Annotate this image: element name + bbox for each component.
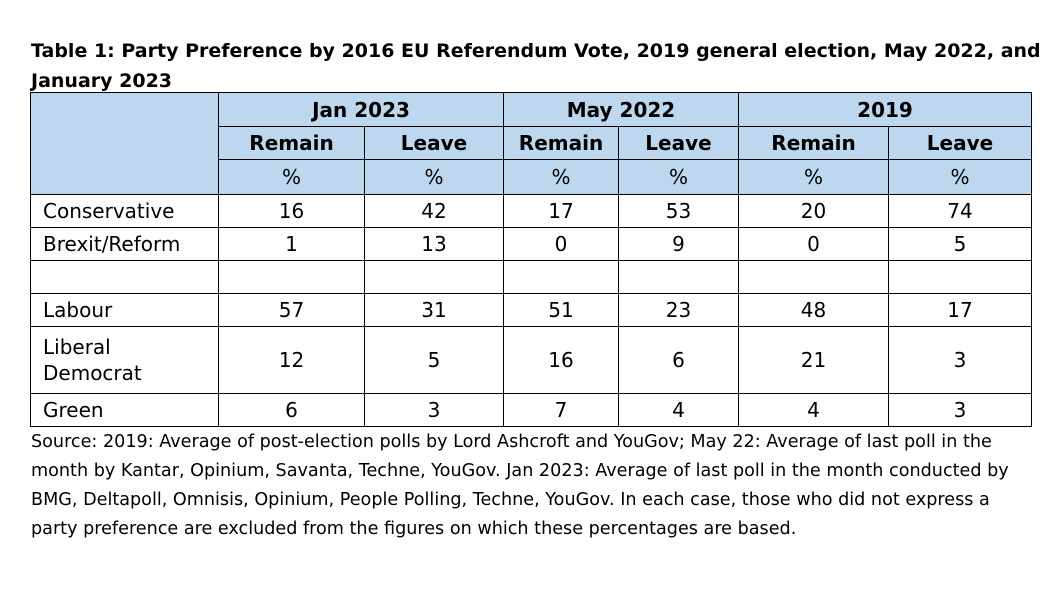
vote-header: Leave — [618, 126, 739, 160]
value-cell: 4 — [618, 393, 739, 427]
value-cell: 74 — [888, 194, 1032, 228]
party-label: Green — [30, 393, 219, 427]
blank-cell — [364, 260, 504, 294]
table-row: Liberal Democrat 12 5 16 6 21 3 — [30, 326, 1032, 394]
value-cell: 3 — [364, 393, 504, 427]
party-label: Labour — [30, 293, 219, 327]
value-cell: 16 — [218, 194, 365, 228]
period-header: 2019 — [738, 92, 1032, 127]
vote-header: Remain — [218, 126, 365, 160]
value-cell: 1 — [218, 227, 365, 261]
unit-header: % — [218, 159, 365, 195]
value-cell: 20 — [738, 194, 889, 228]
table-title: Table 1: Party Preference by 2016 EU Ref… — [31, 40, 1041, 92]
blank-cell — [738, 260, 889, 294]
header-row-periods: Jan 2023 May 2022 2019 — [30, 92, 1032, 195]
blank-cell — [503, 260, 619, 294]
unit-header: % — [364, 159, 504, 195]
party-label: Conservative — [30, 194, 219, 228]
value-cell: 23 — [618, 293, 739, 327]
value-cell: 21 — [738, 326, 889, 394]
value-cell: 5 — [364, 326, 504, 394]
value-cell: 31 — [364, 293, 504, 327]
table-row: Green 6 3 7 4 4 3 — [30, 393, 1032, 427]
vote-header: Remain — [738, 126, 889, 160]
party-label: Liberal Democrat — [30, 326, 219, 394]
value-cell: 9 — [618, 227, 739, 261]
value-cell: 12 — [218, 326, 365, 394]
header-row-units: % % % % % % — [31, 159, 1032, 195]
value-cell: 4 — [738, 393, 889, 427]
party-label: Brexit/Reform — [30, 227, 219, 261]
value-cell: 3 — [888, 326, 1032, 394]
value-cell: 0 — [503, 227, 619, 261]
value-cell: 53 — [618, 194, 739, 228]
table-row: Conservative 16 42 17 53 20 74 — [30, 194, 1032, 228]
vote-header: Leave — [364, 126, 504, 160]
party-preference-table: Jan 2023 May 2022 2019 Remain Leave Rema… — [30, 92, 1032, 427]
corner-cell — [30, 92, 219, 195]
value-cell: 6 — [218, 393, 365, 427]
value-cell: 13 — [364, 227, 504, 261]
value-cell: 5 — [888, 227, 1032, 261]
value-cell: 42 — [364, 194, 504, 228]
value-cell: 0 — [738, 227, 889, 261]
value-cell: 17 — [888, 293, 1032, 327]
value-cell: 57 — [218, 293, 365, 327]
blank-row — [30, 260, 1032, 294]
party-label-line: Liberal — [43, 335, 111, 359]
period-header: Jan 2023 — [218, 92, 504, 127]
header-row-vote: Remain Leave Remain Leave Remain Leave — [31, 126, 1032, 160]
period-header: May 2022 — [503, 92, 739, 127]
unit-header: % — [618, 159, 739, 195]
party-label-line: Democrat — [43, 361, 142, 385]
unit-header: % — [888, 159, 1032, 195]
vote-header: Leave — [888, 126, 1032, 160]
source-note: Source: 2019: Average of post-election p… — [31, 432, 1009, 539]
value-cell: 48 — [738, 293, 889, 327]
unit-header: % — [738, 159, 889, 195]
vote-header: Remain — [503, 126, 619, 160]
blank-cell — [30, 260, 219, 294]
blank-cell — [618, 260, 739, 294]
value-cell: 16 — [503, 326, 619, 394]
table-row: Labour 57 31 51 23 48 17 — [30, 293, 1032, 327]
table-row: Brexit/Reform 1 13 0 9 0 5 — [30, 227, 1032, 261]
blank-cell — [218, 260, 365, 294]
value-cell: 6 — [618, 326, 739, 394]
value-cell: 17 — [503, 194, 619, 228]
blank-cell — [888, 260, 1032, 294]
value-cell: 51 — [503, 293, 619, 327]
value-cell: 7 — [503, 393, 619, 427]
unit-header: % — [503, 159, 619, 195]
value-cell: 3 — [888, 393, 1032, 427]
